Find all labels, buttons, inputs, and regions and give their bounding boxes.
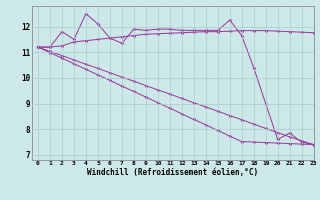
X-axis label: Windchill (Refroidissement éolien,°C): Windchill (Refroidissement éolien,°C)	[87, 168, 258, 177]
